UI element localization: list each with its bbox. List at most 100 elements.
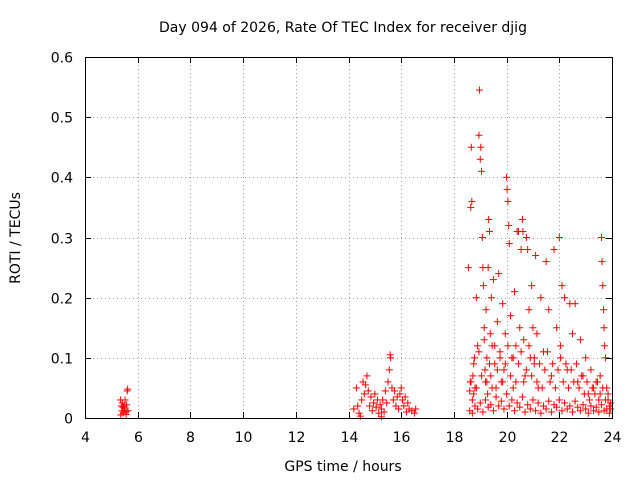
data-point xyxy=(469,372,477,380)
data-point xyxy=(605,409,613,417)
data-point xyxy=(478,167,486,175)
data-point xyxy=(525,306,533,314)
y-tick-label: 0.1 xyxy=(51,352,73,368)
data-point xyxy=(520,336,528,344)
data-point xyxy=(368,407,376,415)
data-point xyxy=(507,312,515,320)
data-point xyxy=(529,396,537,404)
data-point xyxy=(483,378,491,386)
x-axis-label: GPS time / hours xyxy=(284,459,401,475)
data-point xyxy=(376,401,384,409)
data-point xyxy=(584,409,592,417)
data-point xyxy=(486,330,494,338)
data-point xyxy=(516,403,524,411)
data-point xyxy=(574,403,582,411)
data-point xyxy=(475,86,483,94)
data-point xyxy=(474,342,482,350)
data-point xyxy=(496,354,504,362)
data-point xyxy=(547,372,555,380)
data-point xyxy=(504,197,512,205)
data-point xyxy=(124,407,132,415)
data-point xyxy=(557,342,565,350)
x-tick-label: 8 xyxy=(186,430,195,446)
data-point xyxy=(541,366,549,374)
data-point xyxy=(526,405,534,413)
data-point xyxy=(468,409,476,417)
y-tick-label: 0 xyxy=(64,412,73,428)
data-point xyxy=(545,397,553,405)
data-point xyxy=(509,384,517,392)
data-point xyxy=(395,405,403,413)
data-point xyxy=(123,401,131,409)
data-point xyxy=(565,384,573,392)
data-point xyxy=(534,399,542,407)
data-point xyxy=(474,405,482,413)
data-point xyxy=(487,372,495,380)
data-point xyxy=(549,360,557,368)
data-point xyxy=(397,384,405,392)
data-point xyxy=(495,270,503,278)
data-point xyxy=(489,407,497,415)
data-point xyxy=(467,143,475,151)
data-point xyxy=(375,409,383,417)
data-point xyxy=(558,407,566,415)
data-point xyxy=(487,294,495,302)
data-point xyxy=(466,387,474,395)
data-point xyxy=(121,396,129,404)
data-point xyxy=(505,221,513,229)
data-point xyxy=(472,384,480,392)
data-point xyxy=(503,185,511,193)
data-point xyxy=(562,360,570,368)
data-point xyxy=(543,348,551,356)
data-point xyxy=(601,342,609,350)
data-point xyxy=(484,264,492,272)
y-axis-label: ROTI / TECUs xyxy=(8,192,24,284)
x-tick-label: 24 xyxy=(604,430,622,446)
y-tick-label: 0.5 xyxy=(51,111,73,127)
data-point xyxy=(467,378,475,386)
data-point xyxy=(514,360,522,368)
data-point xyxy=(124,385,132,393)
data-point xyxy=(367,393,375,401)
data-point xyxy=(389,396,397,404)
data-point xyxy=(472,294,480,302)
data-point xyxy=(592,403,600,411)
data-point xyxy=(567,366,575,374)
data-point xyxy=(511,407,519,415)
data-point xyxy=(503,173,511,181)
data-point xyxy=(522,366,530,374)
data-point xyxy=(538,384,546,392)
data-point xyxy=(483,354,491,362)
data-point xyxy=(511,288,519,296)
y-tick-label: 0.3 xyxy=(51,232,73,248)
data-point xyxy=(362,381,370,389)
data-point xyxy=(554,366,562,374)
data-point xyxy=(561,294,569,302)
data-point xyxy=(528,282,536,290)
data-point xyxy=(489,276,497,284)
data-point xyxy=(558,282,566,290)
data-point xyxy=(598,258,606,266)
data-point xyxy=(518,393,526,401)
data-point xyxy=(586,396,594,404)
data-point xyxy=(517,246,525,254)
data-point xyxy=(485,360,493,368)
data-point xyxy=(524,246,532,254)
data-point xyxy=(364,387,372,395)
data-point xyxy=(464,264,472,272)
data-point xyxy=(497,397,505,405)
data-point xyxy=(485,215,493,223)
data-point xyxy=(599,282,607,290)
data-point xyxy=(579,401,587,409)
data-point xyxy=(512,342,520,350)
data-point xyxy=(528,372,536,380)
data-point xyxy=(513,399,521,407)
data-point xyxy=(588,384,596,392)
data-point xyxy=(482,396,490,404)
data-point xyxy=(468,197,476,205)
data-point xyxy=(493,366,501,374)
data-point xyxy=(559,378,567,386)
x-tick-label: 12 xyxy=(288,430,306,446)
data-point xyxy=(477,143,485,151)
